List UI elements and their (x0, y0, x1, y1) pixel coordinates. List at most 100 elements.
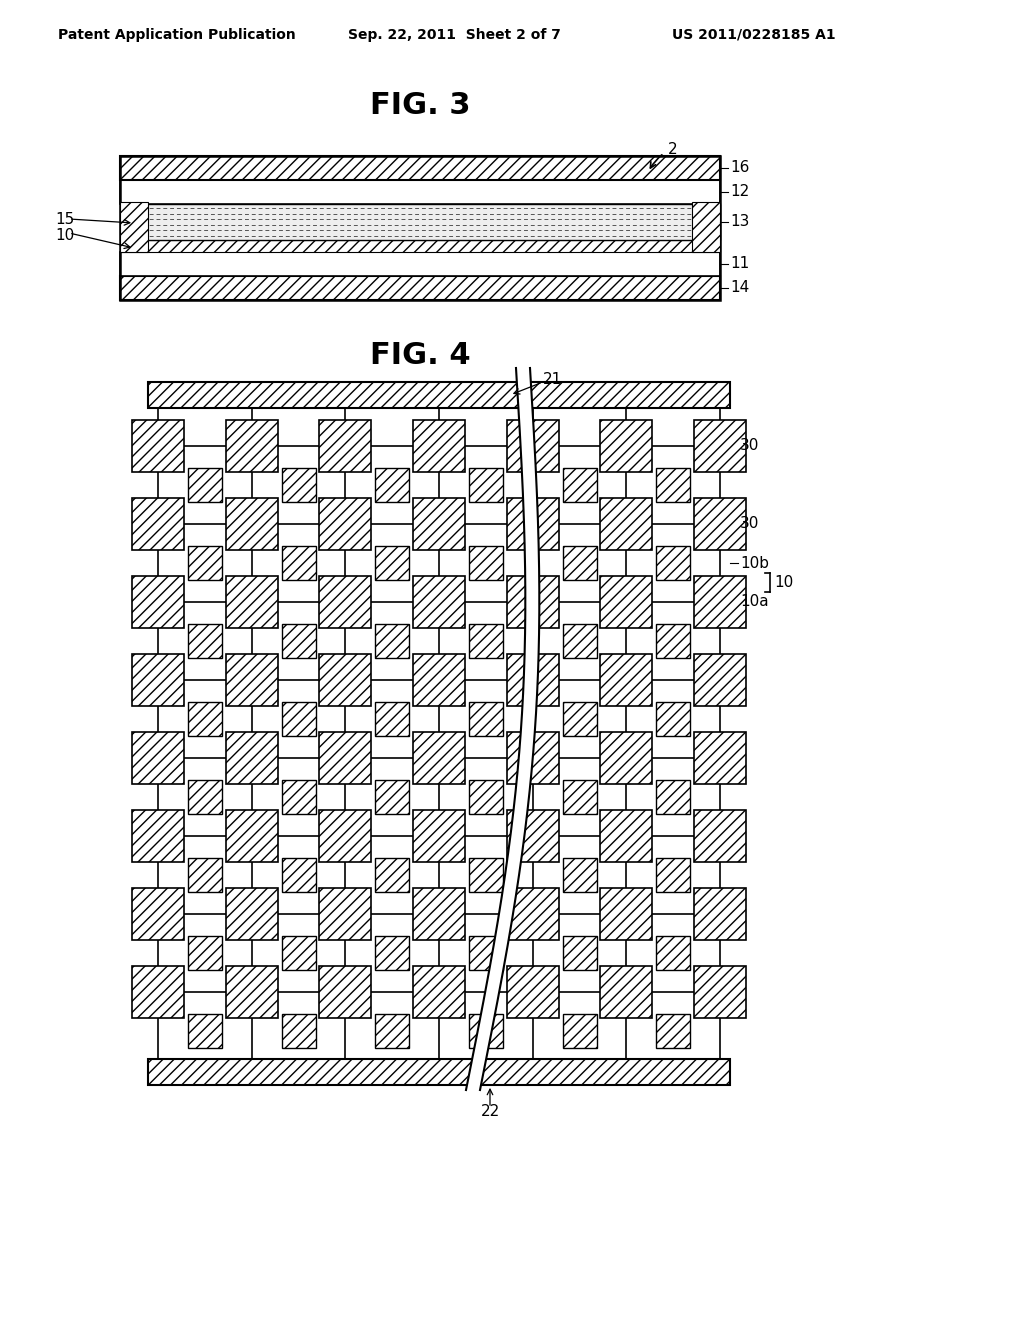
Text: 15: 15 (55, 211, 75, 227)
Bar (469, 469, 503, 502)
Bar (187, 546, 222, 579)
Text: 10: 10 (55, 227, 75, 243)
Bar (375, 780, 410, 814)
Bar (507, 888, 559, 940)
Bar (319, 966, 372, 1018)
Bar (282, 702, 315, 737)
Bar (187, 469, 222, 502)
Bar (375, 1014, 410, 1048)
Bar (562, 858, 597, 892)
Text: 10a: 10a (740, 594, 769, 610)
Bar (656, 1014, 690, 1048)
Bar (132, 576, 184, 628)
Bar (562, 624, 597, 657)
Bar (120, 205, 720, 240)
Bar (507, 498, 559, 550)
Bar (187, 858, 222, 892)
Bar (694, 810, 746, 862)
Bar (656, 780, 690, 814)
Bar (282, 780, 315, 814)
Bar (375, 858, 410, 892)
Bar (120, 252, 720, 276)
Bar (469, 702, 503, 737)
Bar (656, 702, 690, 737)
Bar (187, 780, 222, 814)
Bar (413, 498, 465, 550)
Text: 10: 10 (774, 576, 794, 590)
Bar (656, 858, 690, 892)
Bar (187, 624, 222, 657)
Bar (600, 576, 652, 628)
Text: US 2011/0228185 A1: US 2011/0228185 A1 (672, 28, 836, 42)
Bar (562, 702, 597, 737)
Text: 2: 2 (668, 143, 678, 157)
Bar (120, 180, 720, 205)
Text: 10b: 10b (740, 556, 769, 570)
Bar (132, 888, 184, 940)
Bar (282, 624, 315, 657)
Text: FIG. 3: FIG. 3 (370, 91, 470, 120)
Bar (694, 576, 746, 628)
Text: Patent Application Publication: Patent Application Publication (58, 28, 296, 42)
Text: 14: 14 (730, 281, 750, 296)
Bar (132, 733, 184, 784)
Bar (600, 420, 652, 473)
Bar (120, 156, 720, 180)
Bar (225, 888, 278, 940)
Bar (225, 576, 278, 628)
Text: 13: 13 (730, 214, 750, 230)
Bar (225, 420, 278, 473)
Text: FIG. 4: FIG. 4 (370, 341, 470, 370)
Bar (656, 624, 690, 657)
Bar (187, 702, 222, 737)
Bar (319, 576, 372, 628)
Bar (656, 936, 690, 970)
Text: 30: 30 (740, 438, 760, 454)
Bar (148, 381, 730, 408)
Bar (694, 966, 746, 1018)
Bar (562, 1014, 597, 1048)
Bar (656, 469, 690, 502)
Bar (413, 810, 465, 862)
Bar (282, 546, 315, 579)
Bar (469, 1014, 503, 1048)
Bar (375, 702, 410, 737)
Text: 12: 12 (730, 185, 750, 199)
Bar (600, 498, 652, 550)
Bar (132, 498, 184, 550)
Text: 30: 30 (740, 516, 760, 532)
Bar (507, 576, 559, 628)
Bar (225, 498, 278, 550)
Bar (225, 966, 278, 1018)
Bar (469, 624, 503, 657)
Bar (692, 202, 720, 252)
Bar (120, 202, 148, 252)
Bar (375, 469, 410, 502)
Bar (375, 546, 410, 579)
Bar (319, 888, 372, 940)
Bar (562, 546, 597, 579)
Bar (694, 653, 746, 706)
Bar (282, 936, 315, 970)
Bar (469, 936, 503, 970)
Bar (282, 1014, 315, 1048)
Bar (694, 420, 746, 473)
Bar (132, 420, 184, 473)
Bar (656, 546, 690, 579)
Bar (225, 733, 278, 784)
Bar (319, 810, 372, 862)
Bar (413, 888, 465, 940)
Text: Sep. 22, 2011  Sheet 2 of 7: Sep. 22, 2011 Sheet 2 of 7 (348, 28, 561, 42)
Bar (413, 733, 465, 784)
Text: 16: 16 (730, 161, 750, 176)
Bar (507, 733, 559, 784)
Bar (600, 810, 652, 862)
Bar (562, 469, 597, 502)
Bar (600, 653, 652, 706)
Bar (600, 733, 652, 784)
Bar (507, 653, 559, 706)
Bar (148, 1059, 730, 1085)
Bar (132, 810, 184, 862)
Text: 11: 11 (730, 256, 750, 272)
Bar (282, 858, 315, 892)
